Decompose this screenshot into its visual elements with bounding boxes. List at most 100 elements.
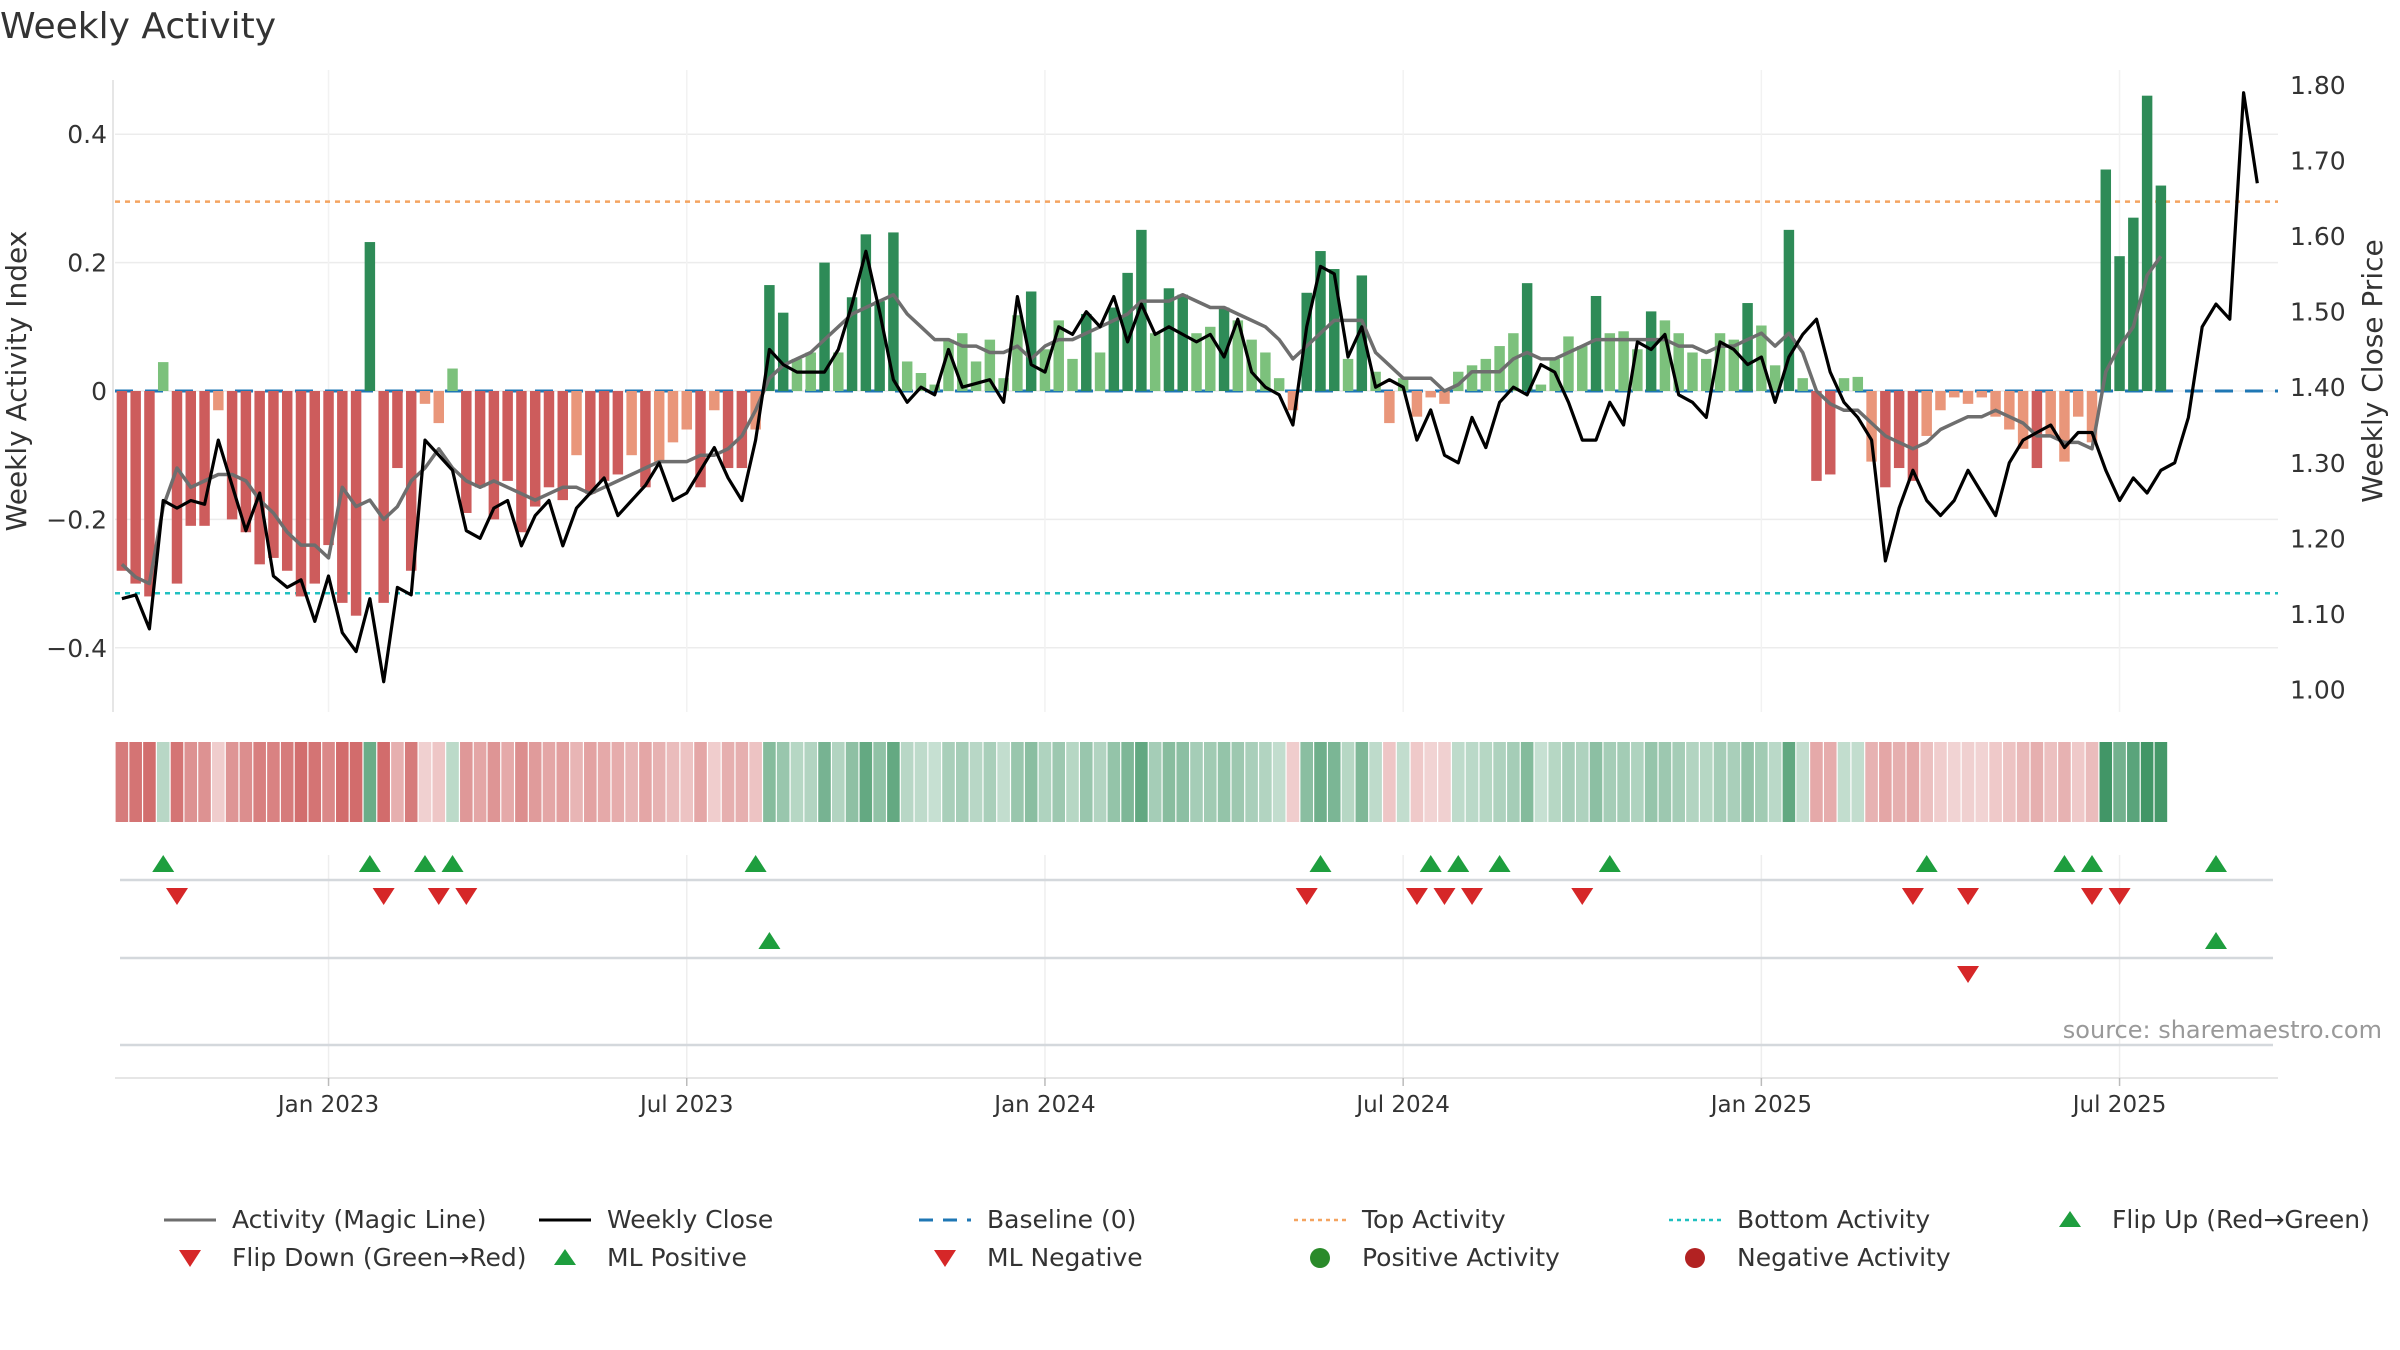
heat-cell [680,742,694,822]
activity-bar [1149,333,1161,391]
heat-cell [2113,742,2126,822]
activity-bar [2045,391,2056,436]
heat-cell [1066,742,1079,822]
legend-item-mlpos: ML Positive [535,1243,747,1272]
activity-bar [1783,229,1795,391]
heat-cell [1148,742,1162,822]
heat-cell [790,742,804,822]
heat-cell [1851,742,1865,822]
heat-cell [1947,742,1961,822]
activity-bar [350,391,362,616]
activity-bar [281,391,293,571]
heat-cell [2140,742,2154,822]
activity-bar [240,391,252,533]
activity-bar [791,358,803,391]
right-tick-label: 1.50 [2290,298,2346,327]
activity-bar [378,391,389,603]
activity-bar [1949,391,1960,398]
legend-label-posact: Positive Activity [1362,1243,1560,1272]
activity-bar [364,242,376,391]
activity-bar [1329,269,1340,391]
heat-cell [1011,742,1024,822]
flip-down-marker [1405,888,1428,905]
activity-bar [1659,320,1671,391]
activity-bar [1921,391,1932,436]
flip-up-marker [413,855,436,872]
activity-bar [419,391,431,404]
activity-bar [1108,307,1120,391]
activity-bars [116,95,2167,616]
activity-bar [1852,376,1864,391]
right-tick-label: 1.00 [2290,675,2346,704]
activity-bar [1494,346,1505,391]
heat-cell [198,742,211,822]
heat-cell [1383,742,1396,822]
heat-cell [1245,742,1258,822]
flip-up-marker [1447,855,1470,872]
weekly-close-line [121,91,2259,684]
flip-up-marker [2081,855,2104,872]
activity-bar [1893,391,1905,469]
heat-cell [1121,742,1134,822]
activity-bar [1301,292,1312,391]
activity-bar [1315,251,1326,391]
activity-bar [1962,391,1974,404]
magic-line [120,255,2163,586]
flip-up-marker [1915,855,1938,872]
activity-bar [2059,391,2070,462]
heat-cell [1438,742,1451,822]
legend-label-mlpos: ML Positive [607,1243,747,1272]
heat-cell [404,742,418,822]
flip-down-marker [1901,888,1924,905]
right-axis-label: Weekly Close Price [2356,239,2389,502]
source-label: source: sharemaestro.com [2062,1016,2382,1044]
activity-bar [1439,391,1450,404]
heat-cell [1631,742,1644,822]
flip-up-marker [1419,855,1442,872]
flip-up-marker [2053,855,2076,872]
heat-cell [584,742,597,822]
activity-bar [199,391,210,526]
heat-cell [1093,742,1107,822]
heat-cell [294,742,308,822]
x-tick-label: Jul 2025 [2071,1092,2167,1118]
heat-cell [818,742,831,822]
heat-cell [1203,742,1217,822]
heat-cell [1052,742,1066,822]
legend-label-negact: Negative Activity [1737,1243,1951,1272]
heat-cell [1575,742,1589,822]
activity-bar [1246,339,1257,391]
heat-cell [1217,742,1231,822]
legend-symbol-posact [1310,1247,1330,1268]
activity-bar [2004,391,2015,430]
activity-bar [1769,365,1781,391]
activity-bar [585,391,596,494]
activity-bar [915,373,927,391]
heat-cell [1176,742,1190,822]
flip-down-marker [1461,888,1484,905]
heat-cell [460,742,473,822]
legend-symbol-flipdown [179,1249,201,1267]
heat-cell [1286,742,1300,822]
activity-bar [1411,391,1423,417]
activity-bar [1232,320,1244,391]
left-tick-label: −0.2 [46,505,107,534]
heat-cell [1548,742,1561,822]
activity-bar [1535,384,1547,391]
heat-cell [1300,742,1314,822]
heat-cell [652,742,666,822]
heat-cell [528,742,542,822]
activity-bar [1618,331,1629,391]
legend-item-magic: Activity (Magic Line) [160,1205,486,1234]
activity-bar [1067,358,1078,391]
heat-cell [115,742,129,822]
heat-cell [473,742,487,822]
activity-bar [1673,333,1684,391]
legend-label-close: Weekly Close [607,1205,774,1234]
heat-cell [267,742,280,822]
legend-item-negact: Negative Activity [1665,1243,1951,1272]
legend-item-mlneg: ML Negative [915,1243,1143,1272]
heat-cell [1989,742,2002,822]
